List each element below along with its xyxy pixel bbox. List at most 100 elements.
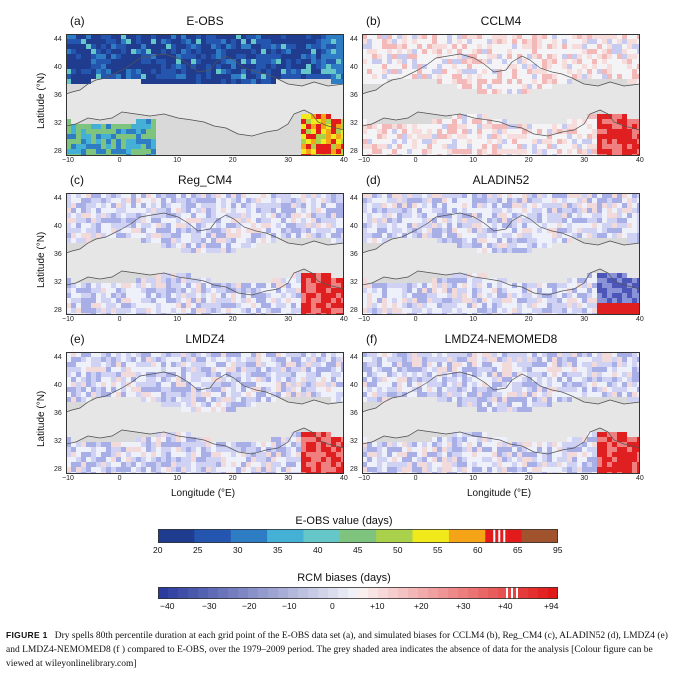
y-axis-label: Latitude (°N)	[36, 390, 47, 447]
colorbar-bias-segment	[418, 587, 429, 599]
y-tick-label: 36	[54, 92, 62, 99]
y-tick-label: 32	[350, 120, 358, 127]
colorbar-obs-segment	[158, 529, 195, 543]
map-bias-cold	[66, 193, 344, 315]
colorbar-bias-segment	[338, 587, 349, 599]
colorbar-obs-segment	[194, 529, 232, 543]
colorbar-bias-segment	[278, 587, 289, 599]
colorbar-bias-segment	[398, 587, 409, 599]
panel-letter: (d)	[366, 173, 381, 187]
x-tick-label: 0	[117, 316, 122, 323]
colorbar-obs-label: 60	[473, 545, 483, 555]
map-bias-mixed	[362, 193, 640, 315]
x-tick-label: 20	[228, 475, 237, 482]
colorbar-obs-label: 45	[353, 545, 363, 555]
x-tick-label: 10	[173, 475, 181, 482]
y-tick-label: 44	[350, 36, 358, 43]
x-tick-label: −10	[358, 316, 370, 323]
y-tick-label: 44	[54, 354, 62, 361]
colorbar-bias-segment	[508, 587, 519, 599]
colorbar-bias-label: −20	[242, 601, 257, 611]
map-bias-warm	[362, 34, 640, 156]
x-tick-label: 40	[340, 475, 348, 482]
x-tick-label: 20	[228, 157, 237, 164]
colorbar-bias-label: +10	[370, 601, 385, 611]
colorbar-bias-segment	[528, 587, 539, 599]
colorbar-bias-label: −40	[160, 601, 175, 611]
colorbar-bias	[158, 587, 558, 599]
x-tick-label: 10	[173, 157, 181, 164]
colorbar-obs-label: 25	[193, 545, 203, 555]
x-tick-label: 30	[284, 316, 293, 323]
colorbar-obs-label: 35	[273, 545, 283, 555]
colorbar-bias-label: 0	[330, 601, 335, 611]
map-bias-cold2	[362, 352, 640, 474]
colorbar-bias-segment	[488, 587, 499, 599]
map-obs	[66, 34, 344, 156]
colorbar-bias-segment	[408, 587, 419, 599]
y-tick-label: 40	[350, 382, 358, 389]
x-tick-label: 40	[340, 157, 348, 164]
colorbar-bias-segment	[478, 587, 489, 599]
y-tick-label: 40	[350, 223, 358, 230]
x-tick-label: 0	[413, 316, 418, 323]
colorbar-bias-segment	[168, 587, 179, 599]
colorbar-bias-segment	[158, 587, 169, 599]
colorbar-bias-segment	[348, 587, 359, 599]
panel-letter: (a)	[70, 14, 85, 28]
colorbar-bias-segment	[198, 587, 209, 599]
colorbar-bias-segment	[248, 587, 259, 599]
colorbar-bias-segment	[218, 587, 229, 599]
colorbar-bias-segment	[178, 587, 189, 599]
colorbar-bias-segment	[428, 587, 439, 599]
colorbar-bias-segment	[548, 587, 558, 599]
panel-title: ALADIN52	[472, 173, 530, 187]
colorbar-obs-label: 55	[433, 545, 443, 555]
panel-title: LMDZ4-NEMOMED8	[444, 332, 558, 346]
colorbar-bias-label: +30	[456, 601, 471, 611]
y-tick-label: 36	[350, 92, 358, 99]
caption-label: FIGURE 1	[6, 630, 48, 640]
colorbar-bias-segment	[458, 587, 469, 599]
colorbar-obs-label: 50	[393, 545, 403, 555]
colorbar-bias-segment	[498, 587, 509, 599]
y-tick-label: 36	[54, 410, 62, 417]
colorbar-bias-segment	[208, 587, 219, 599]
y-tick-label: 40	[54, 64, 62, 71]
x-tick-label: −10	[62, 316, 74, 323]
colorbar-obs	[158, 529, 558, 543]
colorbar-bias-segment	[268, 587, 279, 599]
x-tick-label: −10	[358, 157, 370, 164]
colorbar-obs-label: 65	[513, 545, 523, 555]
panel-title: E-OBS	[186, 14, 224, 28]
colorbar-obs-segment	[521, 529, 558, 543]
y-axis-label: Latitude (°N)	[36, 231, 47, 288]
colorbar-obs-label: 40	[313, 545, 323, 555]
colorbar-bias-label: −10	[282, 601, 297, 611]
panel-title: Reg_CM4	[177, 173, 233, 187]
y-tick-label: 28	[54, 148, 62, 155]
colorbar-obs-segment	[448, 529, 486, 543]
colorbar-bias-segment	[188, 587, 199, 599]
panel-title: CCLM4	[480, 14, 522, 28]
colorbar-bias-segment	[518, 587, 529, 599]
y-tick-label: 40	[54, 223, 62, 230]
y-tick-label: 28	[54, 307, 62, 314]
x-tick-label: 20	[524, 157, 533, 164]
y-tick-label: 32	[350, 438, 358, 445]
colorbar-bias-segment	[298, 587, 309, 599]
colorbar-bias-segment	[288, 587, 299, 599]
x-tick-label: 10	[469, 316, 477, 323]
colorbar-bias-segment	[378, 587, 389, 599]
x-axis-label: Longitude (°E)	[467, 488, 532, 499]
x-tick-label: 10	[469, 475, 477, 482]
colorbar-bias-label: +94	[544, 601, 559, 611]
colorbar-obs-segment	[339, 529, 377, 543]
x-tick-label: 30	[580, 157, 589, 164]
x-tick-label: 40	[340, 316, 348, 323]
map-bias-cold2	[66, 352, 344, 474]
y-tick-label: 40	[54, 382, 62, 389]
y-tick-label: 44	[350, 195, 358, 202]
x-tick-label: 20	[228, 316, 237, 323]
colorbar-bias-title: RCM biases (days)	[297, 572, 391, 584]
